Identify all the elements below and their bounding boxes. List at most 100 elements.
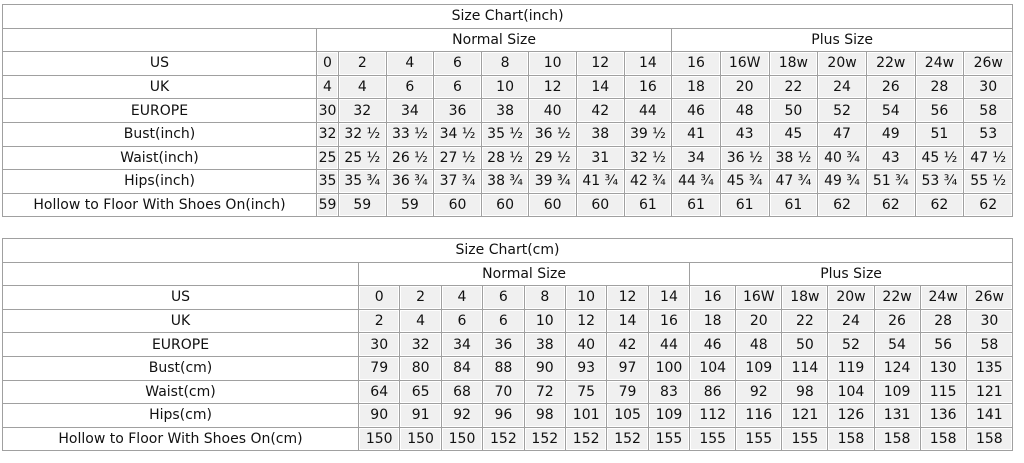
size-value-cell: 39 ¾ [528, 169, 577, 194]
size-value-cell: 25 ½ [338, 145, 387, 171]
size-value-cell: 90 [358, 403, 401, 428]
size-value-cell: 38 [575, 121, 625, 147]
size-value-cell: 31 [575, 145, 625, 171]
size-value-cell: 20w [827, 285, 875, 310]
size-value-cell: 158 [827, 426, 875, 452]
size-value-cell: 4 [338, 74, 387, 100]
size-value-cell: 14 [623, 51, 673, 76]
size-value-cell: 34 [385, 98, 435, 123]
size-value-cell: 36 [482, 332, 525, 357]
size-value-cell: 96 [482, 403, 525, 428]
row-label: EUROPE [2, 98, 317, 123]
row-label: Bust(cm) [1, 355, 360, 381]
size-value-cell: 150 [440, 426, 484, 452]
size-value-cell: 6 [440, 308, 484, 334]
size-value-cell: 56 [919, 332, 967, 357]
size-value-cell: 131 [873, 403, 921, 428]
size-value-cell: 40 ¾ [817, 145, 867, 171]
size-value-cell: 40 [528, 98, 577, 123]
size-value-cell: 24 [817, 74, 867, 100]
size-value-cell: 34 [671, 145, 721, 171]
size-value-cell: 20w [817, 51, 867, 76]
size-value-cell: 32 [316, 121, 339, 147]
size-value-cell: 141 [965, 403, 1014, 428]
size-value-cell: 59 [385, 192, 435, 218]
size-value-cell: 136 [919, 403, 967, 428]
size-value-cell: 53 [963, 121, 1014, 147]
table-row: EUROPE 30 32 34 36 38 40 42 44 46 48 50 52 54 56 58 [2, 98, 1014, 123]
size-value-cell: 152 [564, 426, 608, 452]
size-value-cell: 59 [316, 192, 339, 218]
size-value-cell: 32 ½ [623, 145, 673, 171]
size-value-cell: 56 [914, 98, 965, 123]
size-value-cell: 22 [768, 74, 819, 100]
size-value-cell: 25 [316, 145, 339, 171]
size-value-cell: 44 [647, 332, 691, 357]
size-value-cell: 48 [719, 98, 770, 123]
size-value-cell: 8 [480, 51, 530, 76]
size-value-cell: 97 [606, 355, 649, 381]
size-value-cell: 92 [440, 403, 484, 428]
size-value-cell: 36 ½ [719, 145, 770, 171]
size-value-cell: 41 [671, 121, 721, 147]
blank-cell [1, 261, 360, 287]
size-value-cell: 34 [440, 332, 484, 357]
plus-size-header: Plus Size [689, 261, 1013, 287]
size-value-cell: 130 [919, 355, 967, 381]
size-value-cell: 155 [647, 426, 691, 452]
size-value-cell: 42 [606, 332, 649, 357]
size-value-cell: 16W [719, 51, 770, 76]
group-header-row: Normal Size Plus Size [2, 27, 1014, 53]
size-value-cell: 16 [671, 51, 721, 76]
size-value-cell: 2 [358, 308, 401, 334]
row-label: Hips(cm) [1, 403, 360, 428]
size-value-cell: 24w [919, 285, 967, 310]
size-value-cell: 72 [523, 379, 566, 405]
size-value-cell: 152 [606, 426, 649, 452]
size-value-cell: 100 [647, 355, 691, 381]
size-value-cell: 109 [873, 379, 921, 405]
size-value-cell: 62 [865, 192, 916, 218]
size-value-cell: 0 [358, 285, 401, 310]
size-value-cell: 79 [358, 355, 401, 381]
size-value-cell: 75 [564, 379, 608, 405]
size-value-cell: 124 [873, 355, 921, 381]
size-value-cell: 61 [768, 192, 819, 218]
size-value-cell: 59 [338, 192, 387, 218]
size-value-cell: 60 [433, 192, 482, 218]
size-value-cell: 80 [399, 355, 442, 381]
size-value-cell: 38 ¾ [480, 169, 530, 194]
table-row: Hollow to Floor With Shoes On(cm) 150 150 1… [1, 426, 1014, 452]
size-value-cell: 54 [865, 98, 916, 123]
row-label: Hollow to Floor With Shoes On(inch) [2, 192, 317, 218]
size-value-cell: 26 [873, 308, 921, 334]
size-value-cell: 50 [768, 98, 819, 123]
size-value-cell: 39 ½ [623, 121, 673, 147]
row-label: US [1, 285, 360, 310]
size-value-cell: 91 [399, 403, 442, 428]
size-value-cell: 30 [965, 308, 1014, 334]
size-value-cell: 47 [817, 121, 867, 147]
normal-size-header: Normal Size [315, 27, 673, 53]
size-value-cell: 26 ½ [385, 145, 435, 171]
size-value-cell: 155 [781, 426, 829, 452]
size-value-cell: 36 ½ [528, 121, 577, 147]
size-value-cell: 45 [768, 121, 819, 147]
size-value-cell: 46 [671, 98, 721, 123]
size-value-cell: 10 [528, 51, 577, 76]
size-value-cell: 27 ½ [433, 145, 482, 171]
size-value-cell: 121 [781, 403, 829, 428]
row-label: Waist(cm) [1, 379, 360, 405]
size-value-cell: 35 ¾ [338, 169, 387, 194]
size-value-cell: 24w [914, 51, 965, 76]
size-value-cell: 12 [606, 285, 649, 310]
size-value-cell: 60 [480, 192, 530, 218]
row-label: Waist(inch) [2, 145, 317, 171]
size-value-cell: 90 [523, 355, 566, 381]
size-value-cell: 16 [647, 308, 691, 334]
size-value-cell: 35 ½ [480, 121, 530, 147]
size-value-cell: 18w [768, 51, 819, 76]
size-value-cell: 32 ½ [338, 121, 387, 147]
size-value-cell: 16W [735, 285, 783, 310]
size-value-cell: 10 [480, 74, 530, 100]
